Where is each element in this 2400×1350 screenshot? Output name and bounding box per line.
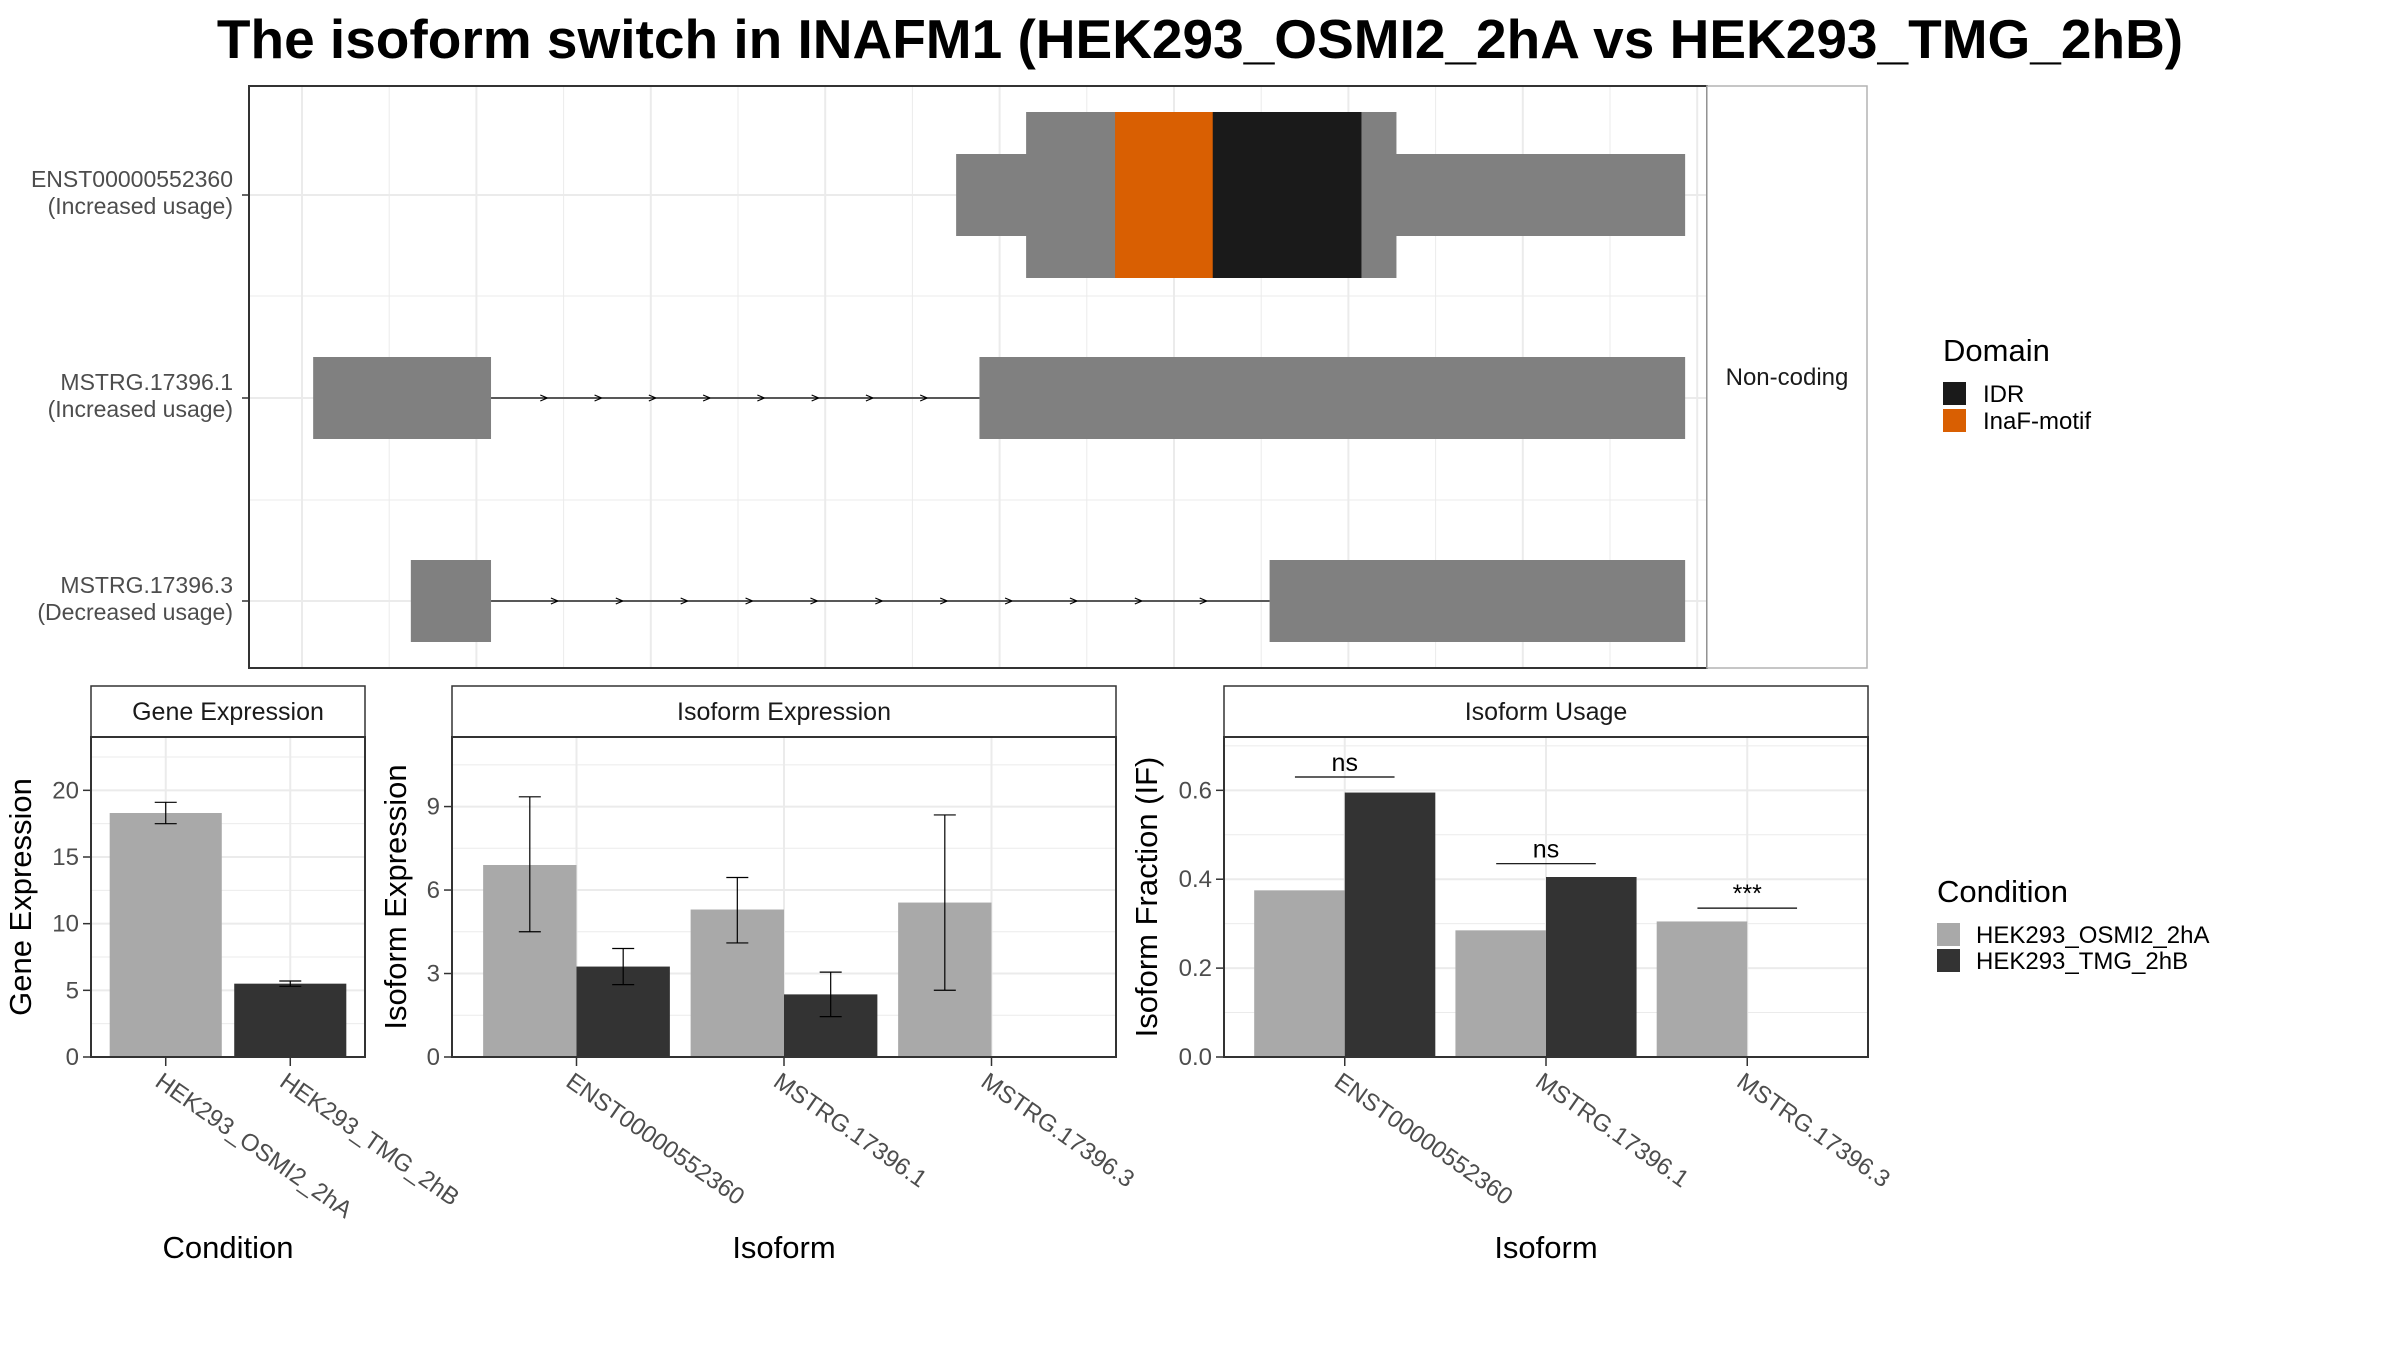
intron-arrow — [550, 597, 560, 605]
condition-legend-label: HEK293_OSMI2_2hA — [1976, 922, 2209, 949]
intron-arrow — [865, 394, 875, 402]
significance-label: *** — [1733, 880, 1762, 908]
y-tick-label: 5 — [66, 977, 79, 1004]
intron-arrow — [1199, 597, 1209, 605]
bar — [1546, 877, 1637, 1057]
intron-arrow — [757, 394, 766, 402]
intron-arrow — [680, 597, 690, 605]
x-axis-title: Isoform — [732, 1230, 835, 1265]
intron-arrow — [1069, 597, 1079, 605]
figure-title: The isoform switch in INAFM1 (HEK293_OSM… — [217, 8, 2183, 70]
intron-arrow — [939, 597, 949, 605]
transcript-status: (Increased usage) — [48, 396, 233, 422]
x-tick-label: HEK293_OSMI2_2hA — [150, 1068, 357, 1224]
y-tick-label: 9 — [427, 794, 440, 821]
intron-arrow — [615, 597, 625, 605]
bar — [109, 813, 222, 1057]
domain-legend-key — [1943, 409, 1966, 432]
intron-arrow — [919, 394, 929, 402]
isoform_expression-border — [451, 736, 1117, 1058]
transcript-exon — [1269, 560, 1686, 642]
isoform_usage-strip — [1223, 685, 1869, 738]
y-tick-label: 15 — [52, 844, 79, 871]
isoform_usage-border — [1223, 736, 1869, 1058]
facet-strip-noncoding — [1706, 85, 1868, 669]
y-tick-label: 10 — [52, 911, 79, 938]
bar — [1344, 792, 1436, 1057]
bar — [1254, 890, 1345, 1057]
transcript-ENST00000552360 — [956, 112, 1686, 278]
transcript-label: MSTRG.17396.3 — [60, 572, 233, 598]
intron-arrow — [810, 597, 819, 605]
y-tick-label: 0.2 — [1179, 955, 1212, 982]
isoform_expression-strip-label: Isoform Expression — [677, 698, 891, 726]
intron-arrow — [648, 394, 658, 402]
intron-arrow — [811, 394, 821, 402]
transcript-label: MSTRG.17396.1 — [60, 369, 233, 395]
y-tick-label: 3 — [427, 961, 440, 988]
transcript-exon — [313, 357, 492, 439]
intron-arrow — [875, 597, 884, 605]
intron-arrow — [1004, 597, 1014, 605]
domain-idr — [1212, 112, 1362, 278]
intron-arrow — [702, 394, 712, 402]
y-tick-label: 0.0 — [1179, 1044, 1212, 1071]
x-tick-label: ENST00000552360 — [1329, 1068, 1517, 1211]
x-tick-label: MSTRG.17396.1 — [769, 1068, 932, 1193]
transcript-panel: ENST00000552360(Increased usage)MSTRG.17… — [31, 85, 1868, 669]
condition-legend-key — [1937, 949, 1960, 972]
facet-strip-noncoding-label: Non-coding — [1726, 364, 1849, 391]
gene_expression-strip — [90, 685, 366, 738]
transcript-exon — [410, 560, 492, 642]
significance-label: ns — [1533, 836, 1559, 864]
transcript-MSTRG.17396.1 — [313, 357, 1686, 439]
transcript-status: (Increased usage) — [48, 193, 233, 219]
y-axis-title: Gene Expression — [3, 778, 38, 1016]
transcript-label: ENST00000552360 — [31, 166, 233, 192]
intron-arrow — [594, 394, 604, 402]
bar — [234, 983, 347, 1057]
y-tick-label: 20 — [52, 777, 79, 804]
intron-arrow — [1134, 597, 1144, 605]
intron-arrow — [745, 597, 755, 605]
condition-legend-key — [1937, 923, 1960, 946]
y-axis-title: Isoform Fraction (IF) — [1129, 757, 1164, 1038]
condition-legend-label: HEK293_TMG_2hB — [1976, 948, 2188, 975]
domain-legend-label: InaF-motif — [1983, 408, 2091, 435]
y-tick-label: 0.4 — [1179, 866, 1212, 893]
transcript-exon — [979, 357, 1686, 439]
y-tick-label: 0 — [66, 1044, 79, 1071]
x-axis-title: Isoform — [1494, 1230, 1597, 1265]
y-tick-label: 0.6 — [1179, 777, 1212, 804]
transcript-status: (Decreased usage) — [37, 599, 233, 625]
x-tick-label: MSTRG.17396.1 — [1531, 1068, 1694, 1193]
y-tick-label: 0 — [427, 1044, 440, 1071]
gene_expression-strip-label: Gene Expression — [132, 698, 324, 726]
domain-legend-key — [1943, 382, 1966, 405]
significance-label: ns — [1332, 749, 1358, 777]
x-axis-title: Condition — [163, 1230, 294, 1265]
transcript-MSTRG.17396.3 — [410, 560, 1686, 642]
y-axis-title: Isoform Expression — [378, 764, 413, 1029]
isoform_usage-strip-label: Isoform Usage — [1465, 698, 1628, 726]
x-tick-label: MSTRG.17396.3 — [1732, 1068, 1895, 1193]
bar — [1656, 921, 1748, 1057]
condition-legend-title: Condition — [1937, 874, 2068, 909]
x-tick-label: MSTRG.17396.3 — [976, 1068, 1139, 1193]
y-tick-label: 6 — [427, 877, 440, 904]
domain-legend-label: IDR — [1983, 381, 2024, 408]
gene_expression-border — [90, 736, 366, 1058]
domain-legend-title: Domain — [1943, 333, 2050, 368]
intron-arrow — [540, 394, 549, 402]
isoform_expression-strip — [451, 685, 1117, 738]
bar — [1455, 930, 1546, 1057]
x-tick-label: ENST00000552360 — [561, 1068, 749, 1211]
